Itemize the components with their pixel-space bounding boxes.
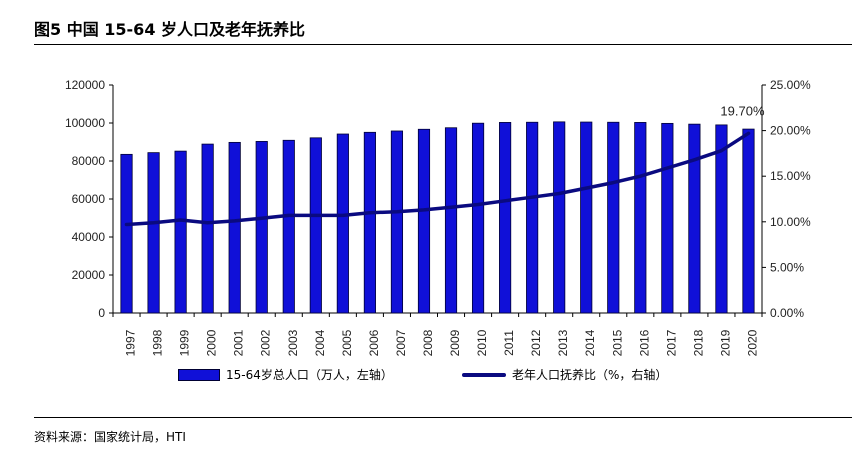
x-axis-tick-label: 2010 — [475, 329, 489, 356]
right-axis-tick-label: 0.00% — [770, 306, 804, 320]
x-axis-tick-label: 2012 — [529, 329, 543, 356]
x-axis-tick-label: 2013 — [556, 329, 570, 356]
left-axis-tick-label: 120000 — [65, 78, 105, 92]
x-axis-tick-label: 2007 — [394, 329, 408, 356]
line-point-2009 — [449, 206, 453, 209]
bar-population-2020 — [742, 128, 755, 314]
x-axis-tick-label: 2005 — [340, 329, 354, 356]
bar-population-2011 — [499, 122, 512, 314]
line-point-2019 — [720, 149, 723, 152]
legend-label-dependency-ratio: 老年人口抚养比（%，右轴） — [512, 368, 668, 382]
x-axis-tick-label: 2008 — [421, 329, 435, 356]
title-rule — [34, 44, 852, 45]
left-axis-tick-label: 80000 — [72, 154, 106, 168]
line-point-2014 — [585, 186, 588, 190]
line-point-1998 — [152, 221, 155, 224]
line-point-2020 — [747, 132, 750, 135]
legend-item-population: 15-64岁总人口（万人，左轴） — [178, 366, 393, 383]
line-point-2008 — [422, 208, 426, 212]
legend-label-population: 15-64岁总人口（万人，左轴） — [226, 368, 393, 382]
figure-title: 图5 中国 15-64 岁人口及老年抚养比 — [34, 20, 306, 39]
line-point-2017 — [666, 166, 669, 170]
line-point-1997 — [125, 223, 128, 226]
bar-population-2016 — [634, 122, 647, 314]
bar-population-2012 — [526, 121, 539, 314]
x-axis-tick-label: 2019 — [718, 329, 732, 356]
line-point-2007 — [395, 210, 399, 213]
line-point-2015 — [612, 181, 615, 184]
bar-population-2018 — [688, 123, 701, 314]
legend: 15-64岁总人口（万人，左轴） 老年人口抚养比（%，右轴） — [0, 366, 865, 384]
line-point-1999 — [179, 218, 182, 222]
legend-line-swatch — [462, 372, 506, 377]
legend-bar-swatch — [178, 368, 220, 381]
line-dependency-ratio — [124, 131, 751, 227]
bar-population-2008 — [417, 128, 431, 314]
x-axis-tick-label: 2006 — [367, 329, 381, 356]
x-axis-tick-label: 2018 — [691, 329, 705, 356]
x-axis-tick-label: 1998 — [151, 329, 165, 356]
bar-population-2002 — [255, 141, 268, 314]
line-point-2004 — [314, 214, 318, 217]
line-point-2018 — [693, 158, 696, 161]
bar-population-1999 — [174, 150, 187, 314]
x-axis-tick-label: 2009 — [448, 329, 462, 356]
bar-population-2013 — [553, 121, 566, 314]
x-axis-tick-label: 2016 — [637, 329, 651, 356]
x-axis-tick-label: 2015 — [610, 329, 624, 356]
bar-population-2007 — [390, 130, 404, 314]
line-point-2005 — [341, 214, 345, 217]
legend-item-dependency-ratio: 老年人口抚养比（%，右轴） — [462, 366, 667, 383]
right-axis-tick-label: 25.00% — [770, 78, 811, 92]
bar-population-2015 — [607, 121, 620, 314]
bar-population-2010 — [471, 122, 485, 314]
bar-population-2003 — [282, 139, 295, 314]
bar-population-2001 — [228, 141, 241, 314]
line-point-2016 — [639, 175, 642, 178]
bar-population-2019 — [715, 124, 728, 314]
right-axis-tick-label: 20.00% — [770, 124, 811, 138]
line-point-2001 — [233, 219, 236, 223]
x-axis-tick-label: 2014 — [583, 329, 597, 356]
left-axis-tick-label: 20000 — [72, 268, 106, 282]
line-point-2000 — [206, 221, 209, 224]
x-axis-tick-label: 2000 — [205, 329, 219, 356]
left-axis-tick-label: 40000 — [72, 230, 106, 244]
line-point-2006 — [368, 211, 372, 214]
right-axis-tick-label: 10.00% — [770, 215, 811, 229]
line-point-2013 — [557, 192, 561, 195]
bar-population-2004 — [309, 137, 322, 314]
bar-population-2005 — [336, 133, 349, 314]
x-axis-tick-label: 2003 — [286, 329, 300, 356]
bar-population-2017 — [661, 122, 674, 314]
x-axis-tick-label: 2017 — [664, 329, 678, 356]
source-note: 资料来源：国家统计局，HTI — [34, 430, 186, 444]
x-axis-tick-label: 2020 — [745, 329, 759, 356]
line-point-2010 — [476, 203, 480, 206]
x-axis-tick-label: 1999 — [178, 329, 192, 356]
bar-population-2009 — [444, 127, 458, 314]
line-point-2012 — [530, 195, 534, 199]
source-rule — [34, 417, 852, 418]
right-axis-tick-label: 15.00% — [770, 169, 811, 183]
x-axis-tick-label: 2001 — [232, 329, 246, 356]
annotation-last-value: 19.70% — [720, 103, 765, 118]
left-axis-tick-label: 60000 — [72, 192, 106, 206]
line-point-2003 — [287, 214, 290, 217]
bar-population-1998 — [147, 152, 160, 314]
line-point-2011 — [503, 199, 507, 203]
left-axis-tick-label: 0 — [98, 306, 105, 320]
bar-population-2014 — [580, 121, 593, 314]
bar-population-2006 — [363, 131, 376, 314]
bar-population-1997 — [120, 153, 133, 314]
bar-population-2000 — [201, 143, 214, 314]
right-axis-tick-label: 5.00% — [770, 260, 804, 274]
line-point-2002 — [260, 216, 263, 220]
x-axis-tick-label: 1997 — [124, 329, 138, 356]
x-axis-tick-label: 2011 — [502, 330, 516, 356]
left-axis-tick-label: 100000 — [65, 116, 105, 130]
x-axis-tick-label: 2002 — [259, 329, 273, 356]
x-axis-tick-label: 2004 — [313, 329, 327, 356]
